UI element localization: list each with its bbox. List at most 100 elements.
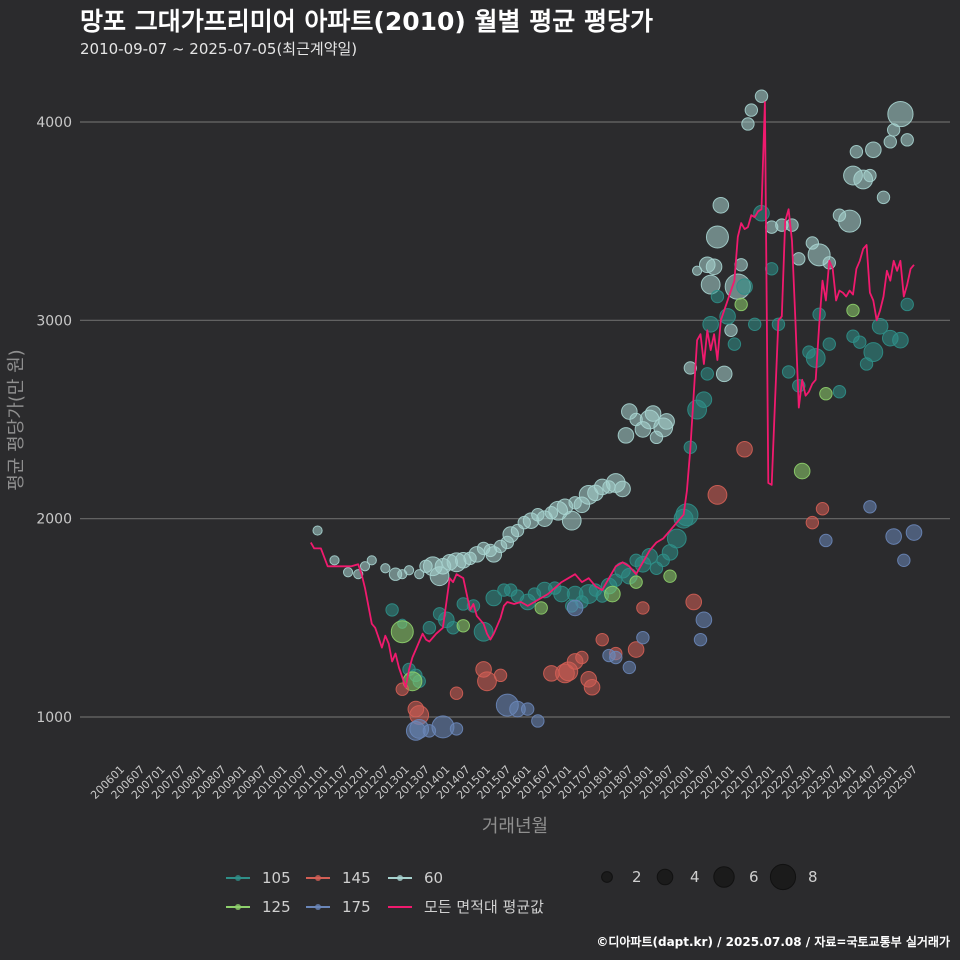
legend-label: 모든 면적대 평균값 xyxy=(424,898,544,916)
point-175 xyxy=(531,714,545,728)
legend-size: 2 4 6 8 xyxy=(601,863,818,891)
y-tick-label: 1000 xyxy=(36,710,72,726)
point-125 xyxy=(456,619,470,633)
legend-size-circle xyxy=(713,866,735,888)
point-60 xyxy=(900,133,914,147)
legend-item-145: 145 xyxy=(306,869,371,887)
y-tick-label: 3000 xyxy=(36,313,72,329)
legend-area: 105 145 60 125 175 모든 면적대 평균값 xyxy=(226,869,544,916)
point-145 xyxy=(805,515,820,530)
point-105 xyxy=(871,317,889,335)
point-105 xyxy=(700,367,714,381)
legend-size-label: 4 xyxy=(690,868,700,886)
point-60 xyxy=(883,135,897,149)
point-60 xyxy=(838,209,862,233)
point-145 xyxy=(493,668,508,683)
legend-size-circle xyxy=(769,863,797,891)
scatter-points xyxy=(312,89,923,741)
point-60 xyxy=(614,480,631,498)
legend-dot xyxy=(397,875,403,881)
point-60 xyxy=(617,427,635,444)
point-175 xyxy=(609,650,623,665)
point-105 xyxy=(695,391,713,408)
point-105 xyxy=(485,589,503,607)
point-105 xyxy=(385,603,399,617)
point-125 xyxy=(629,575,643,589)
legend-size-circle xyxy=(656,868,674,886)
point-105 xyxy=(805,348,826,368)
point-145 xyxy=(575,650,589,665)
x-axis-ticks: 2006012006072007012007072008012008072009… xyxy=(88,763,920,802)
point-145 xyxy=(583,678,601,696)
point-60 xyxy=(683,361,698,375)
point-60 xyxy=(715,365,733,383)
point-60 xyxy=(863,168,877,183)
point-175 xyxy=(819,533,833,548)
point-105 xyxy=(675,503,699,527)
point-175 xyxy=(693,632,708,647)
point-175 xyxy=(695,611,713,629)
chart-subtitle: 2010-09-07 ~ 2025-07-05(최근계약일) xyxy=(80,40,358,58)
legend-dot xyxy=(235,875,241,881)
point-175 xyxy=(885,528,902,545)
point-175 xyxy=(520,702,535,716)
point-105 xyxy=(863,342,884,362)
point-145 xyxy=(815,502,830,516)
grid-lines xyxy=(80,121,950,718)
point-105 xyxy=(892,331,909,349)
point-145 xyxy=(636,601,650,615)
point-60 xyxy=(849,145,864,159)
point-105 xyxy=(900,297,914,312)
point-60 xyxy=(700,274,721,295)
legend-size-6: 6 xyxy=(713,866,759,888)
point-105 xyxy=(853,335,867,349)
legend-item-avg: 모든 면적대 평균값 xyxy=(388,898,544,916)
legend-item-175: 175 xyxy=(306,898,371,916)
point-125 xyxy=(534,601,548,615)
point-105 xyxy=(748,317,762,331)
point-105 xyxy=(422,621,437,635)
point-60 xyxy=(342,567,354,578)
point-145 xyxy=(707,484,728,505)
x-axis-title: 거래년월 xyxy=(482,816,548,837)
point-105 xyxy=(641,548,658,565)
legend-label: 145 xyxy=(342,869,371,887)
legend-size-8: 8 xyxy=(769,863,818,891)
point-60 xyxy=(724,323,738,337)
point-60 xyxy=(414,569,425,580)
legend-dot xyxy=(315,904,321,910)
legend-size-label: 8 xyxy=(808,868,818,886)
point-125 xyxy=(793,462,811,480)
y-tick-label: 2000 xyxy=(36,512,72,528)
point-125 xyxy=(819,387,833,401)
credit-text: ©디아파트(dapt.kr) / 2025.07.08 / 자료=국토교통부 실… xyxy=(596,935,950,949)
point-175 xyxy=(449,722,464,736)
y-axis-title: 평균 평당가(만 원) xyxy=(6,349,27,490)
point-60 xyxy=(741,117,755,131)
point-145 xyxy=(685,593,703,611)
point-105 xyxy=(736,278,753,295)
point-145 xyxy=(449,686,464,700)
point-60 xyxy=(705,225,729,249)
point-145 xyxy=(627,641,645,658)
point-60 xyxy=(887,100,914,128)
point-105 xyxy=(822,337,836,351)
point-105 xyxy=(727,337,742,351)
point-60 xyxy=(785,218,799,232)
average-line-layer xyxy=(310,101,915,689)
point-60 xyxy=(561,510,582,531)
point-175 xyxy=(863,500,877,514)
point-60 xyxy=(312,525,323,536)
point-60 xyxy=(380,563,391,574)
legend-item-105: 105 xyxy=(226,869,291,887)
point-60 xyxy=(754,89,769,103)
point-125 xyxy=(663,569,677,583)
point-175 xyxy=(622,660,637,675)
point-60 xyxy=(712,197,730,214)
point-105 xyxy=(702,316,719,333)
point-60 xyxy=(359,561,371,572)
point-60 xyxy=(865,141,882,159)
point-105 xyxy=(781,365,796,379)
point-60 xyxy=(744,103,759,117)
